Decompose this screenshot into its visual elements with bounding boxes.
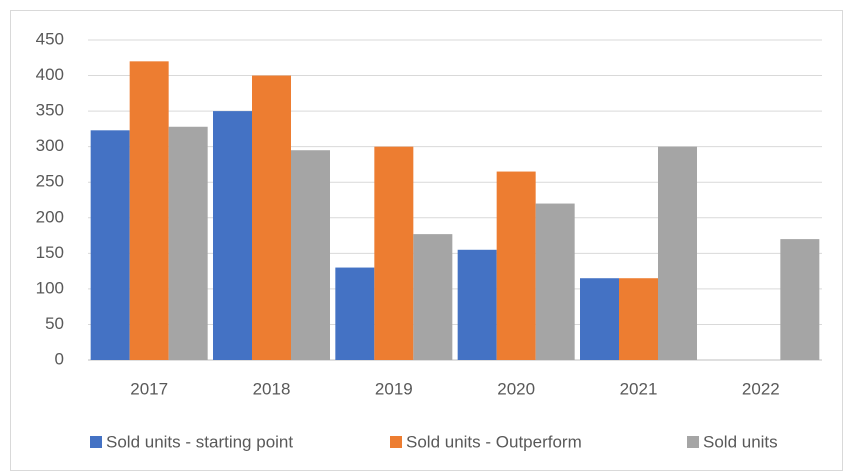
x-tick-label: 2022 <box>742 379 780 398</box>
y-tick-label: 150 <box>36 243 64 262</box>
bar <box>90 130 130 360</box>
bar <box>252 75 291 361</box>
bar <box>496 171 536 360</box>
bar <box>129 61 169 360</box>
bar <box>291 150 330 360</box>
bar <box>335 267 375 360</box>
y-tick-label: 400 <box>36 65 64 84</box>
bar <box>658 146 697 360</box>
y-tick-label: 200 <box>36 207 64 226</box>
bar <box>413 234 453 360</box>
y-tick-label: 350 <box>36 101 64 120</box>
x-tick-label: 2021 <box>620 379 658 398</box>
x-tick-label: 2019 <box>375 379 413 398</box>
legend-swatch <box>390 436 402 448</box>
y-tick-label: 250 <box>36 172 64 191</box>
x-tick-label: 2020 <box>497 379 535 398</box>
y-tick-label: 50 <box>45 314 64 333</box>
legend-label: Sold units <box>703 432 778 451</box>
bar <box>580 278 619 360</box>
bar <box>535 203 575 360</box>
bar <box>168 126 208 360</box>
bar <box>619 278 658 360</box>
x-tick-label: 2018 <box>253 379 291 398</box>
bar <box>213 111 252 360</box>
bar <box>780 239 820 360</box>
bar <box>457 249 497 360</box>
legend-label: Sold units - starting point <box>106 432 293 451</box>
bar <box>374 146 414 360</box>
y-tick-label: 0 <box>55 349 64 368</box>
y-tick-label: 300 <box>36 136 64 155</box>
y-tick-label: 450 <box>36 29 64 48</box>
x-tick-label: 2017 <box>130 379 168 398</box>
y-tick-label: 100 <box>36 278 64 297</box>
legend-swatch <box>90 436 102 448</box>
legend-swatch <box>687 436 699 448</box>
legend-label: Sold units - Outperform <box>406 432 582 451</box>
